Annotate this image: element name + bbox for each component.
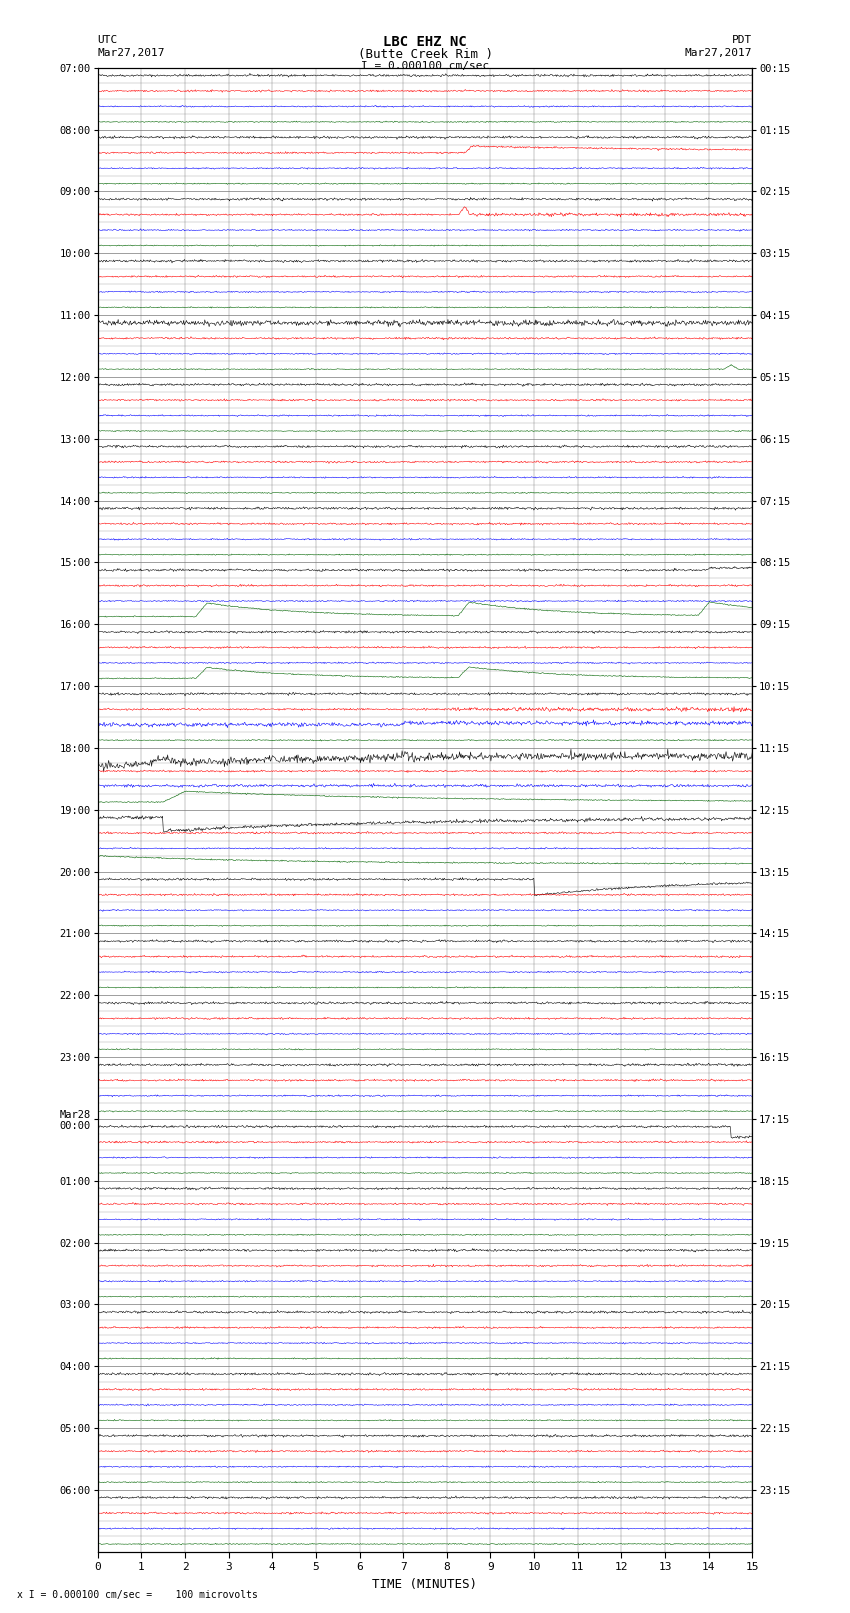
Text: Mar27,2017: Mar27,2017 [98,48,165,58]
Text: LBC EHZ NC: LBC EHZ NC [383,35,467,50]
Text: PDT: PDT [732,35,752,45]
Text: (Butte Creek Rim ): (Butte Creek Rim ) [358,48,492,61]
X-axis label: TIME (MINUTES): TIME (MINUTES) [372,1578,478,1590]
Text: x I = 0.000100 cm/sec =    100 microvolts: x I = 0.000100 cm/sec = 100 microvolts [17,1590,258,1600]
Text: UTC: UTC [98,35,118,45]
Text: Mar27,2017: Mar27,2017 [685,48,752,58]
Text: I = 0.000100 cm/sec: I = 0.000100 cm/sec [361,61,489,71]
